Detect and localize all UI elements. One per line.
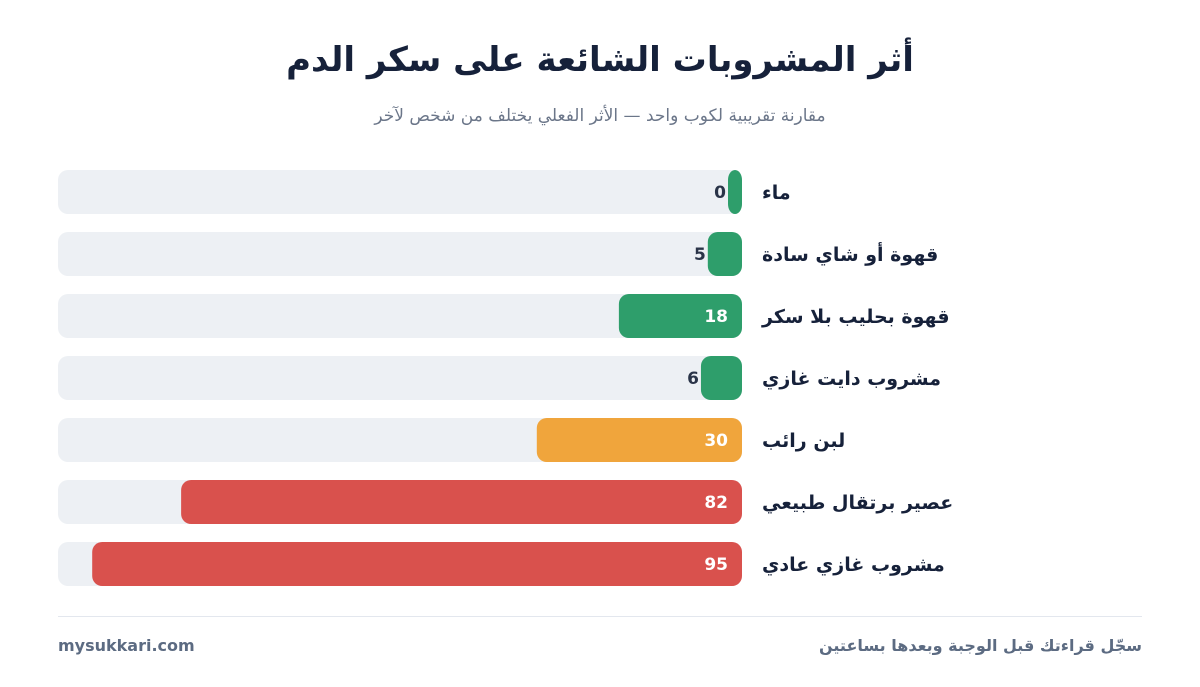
bar-track	[58, 232, 742, 276]
category-label: عصير برتقال طبيعي	[762, 492, 953, 514]
chart-subtitle: مقارنة تقريبية لكوب واحد — الأثر الفعلي …	[374, 106, 826, 126]
category-label: مشروب غازي عادي	[762, 554, 945, 577]
footer-note: سجّل قراءتك قبل الوجبة وبعدها بساعتين	[819, 636, 1142, 655]
data-label: 30	[704, 431, 728, 451]
bar-track	[58, 170, 742, 214]
bar-track	[58, 294, 742, 338]
category-label: لبن رائب	[762, 430, 845, 452]
bar	[728, 170, 742, 214]
bar	[707, 232, 742, 276]
data-label: 6	[687, 369, 699, 389]
category-label: مشروب دايت غازي	[762, 368, 941, 391]
data-label: 18	[704, 307, 728, 327]
bar	[92, 542, 742, 586]
bar	[181, 480, 742, 524]
site-url[interactable]: mysukkari.com	[58, 636, 195, 655]
chart-title: أثر المشروبات الشائعة على سكر الدم	[286, 40, 914, 80]
category-label: ماء	[762, 182, 791, 204]
data-label: 5	[694, 245, 706, 265]
bar	[618, 294, 742, 338]
data-label: 0	[714, 183, 726, 203]
category-label: قهوة أو شاي سادة	[762, 242, 938, 267]
bar	[700, 356, 742, 400]
footer-divider	[58, 616, 1142, 617]
data-label: 95	[704, 555, 728, 575]
data-label: 82	[704, 493, 728, 513]
category-label: قهوة بحليب بلا سكر	[761, 306, 950, 328]
bar	[536, 418, 742, 462]
bar-track	[58, 356, 742, 400]
